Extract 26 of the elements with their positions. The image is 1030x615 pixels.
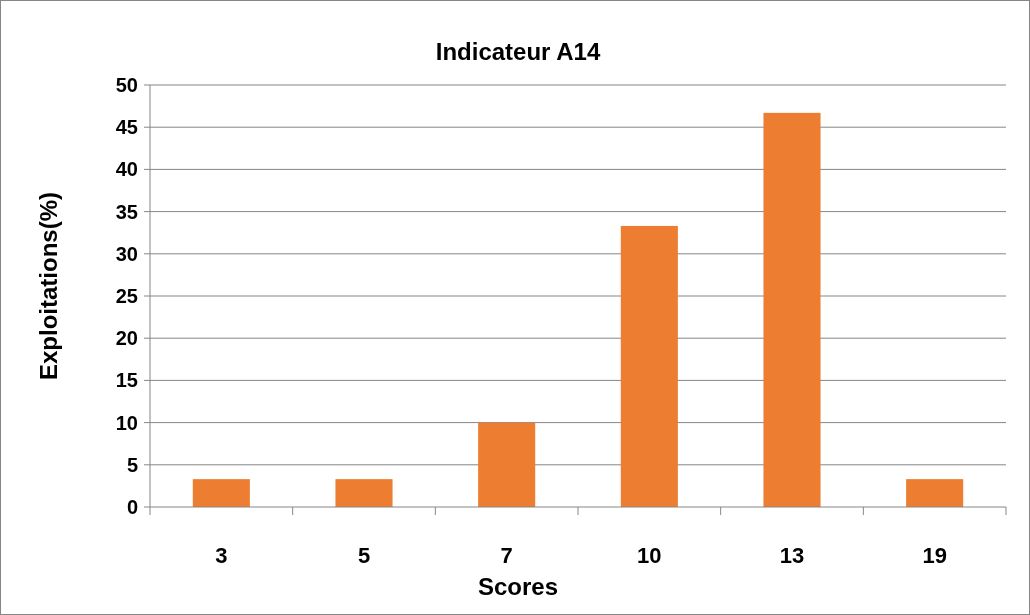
y-axis-title: Exploitations(%) — [35, 191, 62, 381]
y-tick-label: 0 — [126, 496, 138, 518]
bar — [763, 112, 821, 507]
bar — [906, 479, 964, 507]
y-tick-label: 50 — [115, 74, 138, 96]
x-tick-label: 7 — [500, 543, 513, 568]
x-tick-label: 3 — [215, 543, 228, 568]
x-tick-label: 19 — [922, 543, 947, 568]
y-tick-label: 20 — [115, 327, 138, 350]
bar — [335, 479, 393, 507]
y-tick-label: 25 — [115, 285, 138, 307]
x-tick-label: 10 — [637, 543, 662, 568]
bar — [192, 479, 250, 507]
x-axis-title: Scores — [477, 573, 559, 600]
y-tick-label: 30 — [115, 242, 138, 265]
y-tick-label: 5 — [126, 453, 138, 476]
y-tick-label: 10 — [115, 411, 138, 434]
bar — [620, 225, 678, 507]
x-tick-label: 13 — [779, 543, 805, 568]
bar — [478, 422, 536, 507]
x-tick-label: 5 — [357, 543, 371, 568]
chart-title: Indicateur A14 — [435, 38, 601, 65]
y-tick-label: 35 — [115, 200, 138, 223]
y-tick-label: 40 — [115, 158, 138, 181]
y-tick-label: 15 — [115, 369, 138, 392]
y-tick-label: 45 — [115, 116, 138, 139]
